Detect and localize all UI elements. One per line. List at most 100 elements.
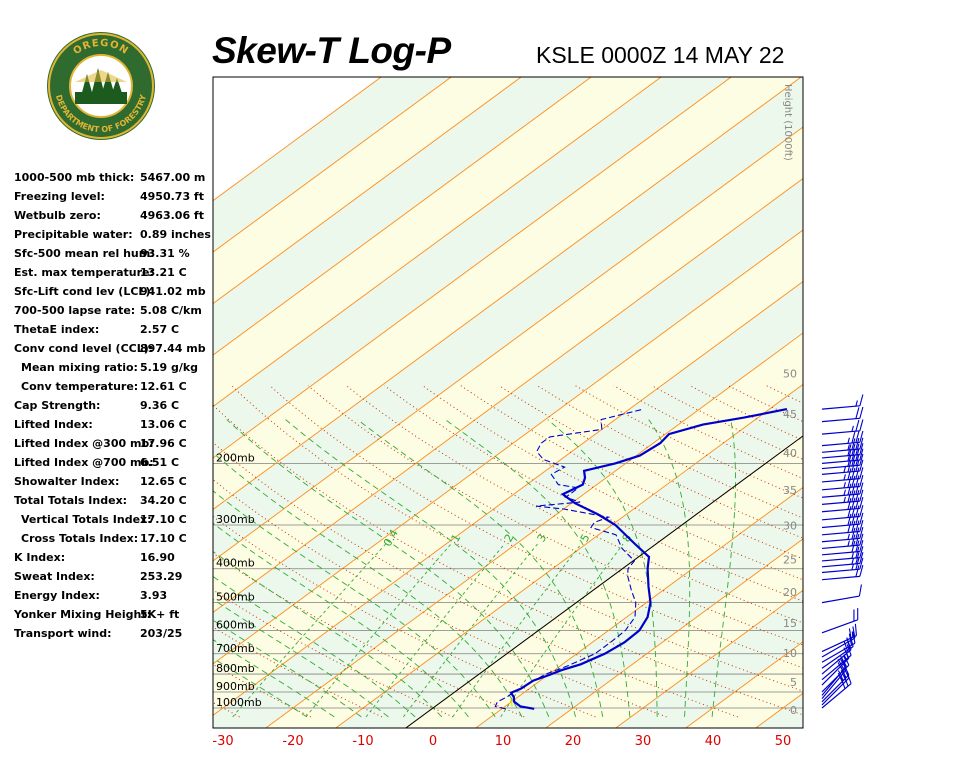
index-value: 6.51 C [140,456,180,469]
wind-barb-shaft [821,464,860,470]
index-label: Lifted Index @700 mb: [14,456,154,469]
wind-barb-feather [851,505,856,518]
wind-barb-shaft [821,568,860,574]
index-value: 13.06 C [140,418,187,431]
wind-barb-feather [855,520,860,532]
temperature-tick-label: -10 [352,734,373,749]
wind-barb-half-feather [847,540,850,547]
height-tick-label: 0 [790,704,797,717]
wind-barb [821,467,864,483]
moist-adiabat-line [285,419,577,718]
isotherm-band [213,127,803,613]
wind-barb-feather [855,467,860,480]
wind-barb-feather [859,475,864,487]
temperature-tick-label: -20 [282,734,303,749]
index-value: 17.10 C [140,532,187,545]
wind-barb-half-feather [847,437,850,444]
wind-barb-shaft [821,417,860,423]
isotherm-line [213,229,803,665]
station-time-subtitle: KSLE 0000Z 14 MAY 22 [536,42,785,68]
height-tick-label: 10 [783,647,797,660]
index-value: 5K+ ft [140,608,180,621]
pressure-label: 400mb [216,557,255,570]
dry-adiabat-line [213,404,803,716]
wind-barb [821,631,856,663]
height-tick-label: 30 [783,519,797,532]
wind-barb-shaft [821,683,852,709]
wind-barb [821,489,864,506]
wind-barb-shaft [821,544,860,550]
wind-barb-feather [859,406,864,419]
reference-isotherm-line [405,435,803,728]
isotherm-line [213,280,803,716]
wind-barb-feather [859,448,864,461]
index-value: 253.29 [140,570,183,583]
dry-adiabat-line [613,385,803,480]
moist-adiabat-line [213,657,308,718]
wind-barb-feather [847,521,852,533]
dry-adiabat-line [0,386,168,717]
isotherm-line [213,77,522,305]
wind-barb-feather [859,564,864,577]
pressure-label: 900mb [216,680,255,693]
wind-barb [821,394,864,410]
wind-barb-feather [859,546,864,558]
dewpoint-profile-line [494,408,644,710]
dry-adiabat-line [213,515,596,718]
wind-barb-feather [847,513,852,526]
index-value: 4950.73 ft [140,190,204,203]
wind-barb-feather [859,437,864,450]
moist-adiabat-line [445,419,631,717]
wind-barb [821,623,857,653]
wind-barb [821,667,850,706]
index-label: Precipitable water: [14,228,133,241]
wind-barb-feather [855,540,860,552]
isotherm-line [335,383,803,728]
isotherm-line [213,77,452,253]
index-label: Conv temperature: [21,380,139,393]
wind-barb [821,512,864,529]
wind-barb-shaft [821,441,860,447]
moist-adiabat-line [213,598,389,718]
wind-barb-feather [855,513,860,525]
index-value: 0.89 inches [140,228,211,241]
height-tick-label: 15 [783,617,797,630]
wind-barb-shaft [821,645,854,669]
wind-barb-half-feather [837,670,842,676]
index-value: 9.36 C [140,399,180,412]
wind-barb-shaft [821,637,856,658]
wind-barb-shaft [821,478,860,483]
temperature-tick-label: 30 [635,734,652,749]
index-label: Showalter Index: [14,475,120,488]
moist-adiabat-line [711,419,736,717]
wind-barb-shaft [821,493,860,498]
wind-barb-feather [859,459,864,472]
wind-barb-feather [859,505,864,517]
index-label: Sfc-Lift cond lev (LCL): [14,285,155,298]
height-tick-label: 50 [783,367,797,380]
wind-barb-shaft [821,485,860,491]
oregon-forestry-logo: OREGON DEPARTMENT OF FORESTRY [47,32,155,140]
wind-barb-shaft [821,657,850,686]
index-label: Lifted Index @300 mb: [14,437,154,450]
wind-barb-shaft [821,562,860,568]
index-label: Transport wind: [14,627,112,640]
wind-barb [821,482,864,498]
temperature-profile-line [509,408,788,710]
index-row: Wetbulb zero: 4963.06 ft [14,206,214,225]
index-label: 1000-500 mb thick: [14,171,135,184]
index-label: Lifted Index: [14,418,93,431]
mixing-ratio-line [365,543,505,718]
index-label: Energy Index: [14,589,100,602]
pressure-label: 1000mb [216,696,262,709]
index-row: Vertical Totals Index: 17.10 C [14,510,214,529]
wind-barb-shaft [821,470,860,475]
index-row: K Index: 16.90 [14,548,214,567]
wind-barb-half-feather [843,474,846,481]
wind-barb-shaft [821,654,852,681]
index-row: Cap Strength: 9.36 C [14,396,214,415]
index-row: Transport wind: 203/25 [14,624,214,643]
index-label: Cap Strength: [14,399,101,412]
height-tick-label: 20 [783,586,797,599]
